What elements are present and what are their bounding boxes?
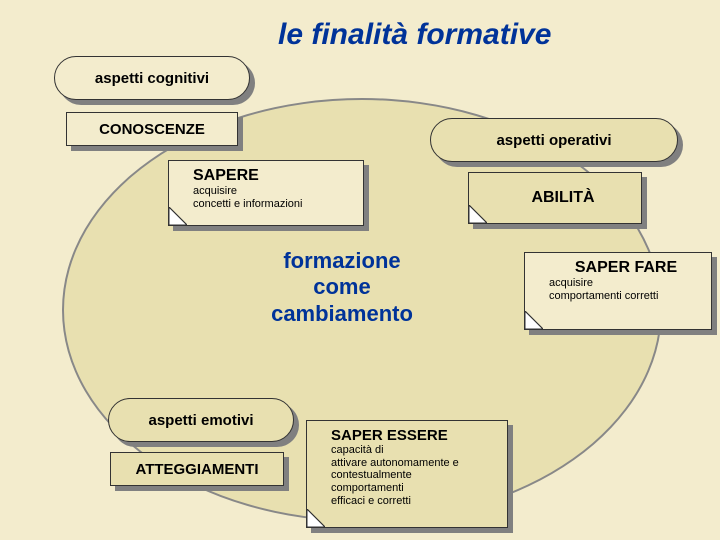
box-atteggiamenti: ATTEGGIAMENTI [110, 452, 284, 486]
note-abilita: ABILITÀ [468, 172, 642, 224]
pill-label: aspetti operativi [496, 132, 611, 149]
note-subtitle: capacità di attivare autonomamente e con… [331, 444, 499, 507]
note-subtitle: acquisire comportamenti corretti [549, 277, 703, 302]
note-saper-essere: SAPER ESSERE capacità di attivare autono… [306, 420, 508, 528]
pill-aspetti-emotivi: aspetti emotivi [108, 398, 294, 442]
center-line1: formazione [242, 248, 442, 274]
pill-aspetti-operativi: aspetti operativi [430, 118, 678, 162]
note-subtitle: acquisire concetti e informazioni [193, 185, 355, 210]
note-fold-icon [469, 205, 487, 223]
box-conoscenze: CONOSCENZE [66, 112, 238, 146]
pill-label: aspetti cognitivi [95, 70, 209, 87]
center-line2: come [242, 274, 442, 300]
pill-aspetti-cognitivi: aspetti cognitivi [54, 56, 250, 100]
diagram-canvas: le finalità formative aspetti cognitivi … [0, 0, 720, 540]
page-title: le finalità formative [278, 18, 551, 52]
note-fold-icon [169, 207, 187, 225]
note-title: SAPER ESSERE [331, 427, 499, 444]
note-title: SAPER FARE [549, 259, 703, 277]
note-sapere: SAPERE acquisire concetti e informazioni [168, 160, 364, 226]
pill-label: aspetti emotivi [148, 412, 253, 429]
box-label: ATTEGGIAMENTI [135, 461, 258, 478]
note-title: SAPERE [193, 167, 355, 185]
box-label: CONOSCENZE [99, 121, 205, 138]
center-line3: cambiamento [242, 301, 442, 327]
center-text: formazione come cambiamento [242, 248, 442, 327]
note-fold-icon [525, 311, 543, 329]
note-title: ABILITÀ [493, 189, 633, 207]
note-saper-fare: SAPER FARE acquisire comportamenti corre… [524, 252, 712, 330]
note-fold-icon [307, 509, 325, 527]
